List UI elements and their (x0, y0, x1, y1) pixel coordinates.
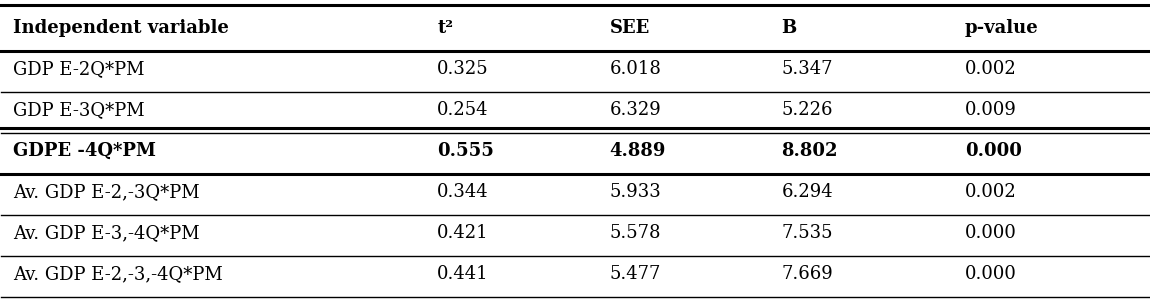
Text: 7.535: 7.535 (782, 224, 833, 242)
Text: 6.294: 6.294 (782, 183, 833, 201)
Text: SEE: SEE (610, 19, 650, 37)
Text: 5.578: 5.578 (610, 224, 661, 242)
Text: 0.325: 0.325 (437, 60, 489, 78)
Text: Av. GDP E-2,-3Q*PM: Av. GDP E-2,-3Q*PM (13, 183, 199, 201)
Text: GDP E-3Q*PM: GDP E-3Q*PM (13, 101, 145, 119)
Text: 4.889: 4.889 (610, 142, 666, 160)
Text: B: B (782, 19, 797, 37)
Text: 5.226: 5.226 (782, 101, 833, 119)
Text: 0.002: 0.002 (965, 60, 1017, 78)
Text: Av. GDP E-2,-3,-4Q*PM: Av. GDP E-2,-3,-4Q*PM (13, 265, 223, 283)
Text: 7.669: 7.669 (782, 265, 834, 283)
Text: 0.344: 0.344 (437, 183, 489, 201)
Text: 0.002: 0.002 (965, 183, 1017, 201)
Text: 5.477: 5.477 (610, 265, 661, 283)
Text: 0.000: 0.000 (965, 142, 1022, 160)
Text: t²: t² (437, 19, 453, 37)
Text: 0.421: 0.421 (437, 224, 489, 242)
Text: GDP E-2Q*PM: GDP E-2Q*PM (13, 60, 145, 78)
Text: 0.555: 0.555 (437, 142, 494, 160)
Text: Av. GDP E-3,-4Q*PM: Av. GDP E-3,-4Q*PM (13, 224, 199, 242)
Text: 6.018: 6.018 (610, 60, 661, 78)
Text: 5.933: 5.933 (610, 183, 661, 201)
Text: GDPE -4Q*PM: GDPE -4Q*PM (13, 142, 156, 160)
Text: p-value: p-value (965, 19, 1038, 37)
Text: 6.329: 6.329 (610, 101, 661, 119)
Text: Independent variable: Independent variable (13, 19, 229, 37)
Text: 0.009: 0.009 (965, 101, 1017, 119)
Text: 0.000: 0.000 (965, 265, 1017, 283)
Text: 0.254: 0.254 (437, 101, 489, 119)
Text: 0.441: 0.441 (437, 265, 489, 283)
Text: 8.802: 8.802 (782, 142, 838, 160)
Text: 5.347: 5.347 (782, 60, 833, 78)
Text: 0.000: 0.000 (965, 224, 1017, 242)
